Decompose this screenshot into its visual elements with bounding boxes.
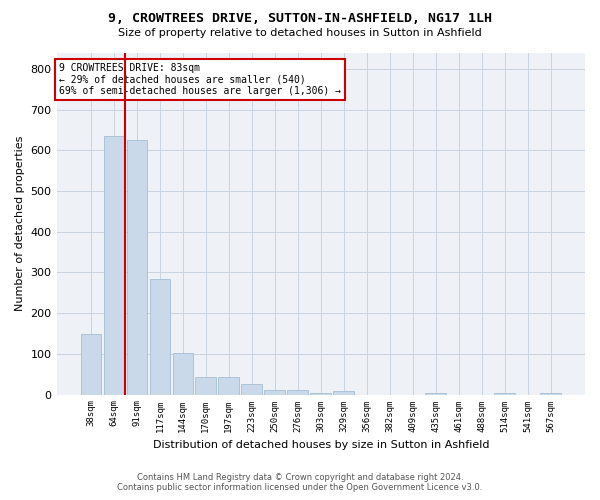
Bar xyxy=(494,392,515,394)
Bar xyxy=(287,390,308,394)
Bar xyxy=(127,140,147,394)
Text: Contains HM Land Registry data © Crown copyright and database right 2024.
Contai: Contains HM Land Registry data © Crown c… xyxy=(118,473,482,492)
Bar xyxy=(540,392,561,394)
Bar xyxy=(265,390,285,394)
Bar xyxy=(149,278,170,394)
Text: 9, CROWTREES DRIVE, SUTTON-IN-ASHFIELD, NG17 1LH: 9, CROWTREES DRIVE, SUTTON-IN-ASHFIELD, … xyxy=(108,12,492,26)
Bar xyxy=(196,377,216,394)
X-axis label: Distribution of detached houses by size in Sutton in Ashfield: Distribution of detached houses by size … xyxy=(152,440,489,450)
Bar xyxy=(425,392,446,394)
Y-axis label: Number of detached properties: Number of detached properties xyxy=(15,136,25,311)
Bar xyxy=(241,384,262,394)
Bar xyxy=(80,334,101,394)
Bar xyxy=(218,377,239,394)
Bar xyxy=(173,353,193,395)
Bar xyxy=(104,136,124,394)
Bar xyxy=(310,392,331,394)
Bar xyxy=(334,392,354,394)
Text: 9 CROWTREES DRIVE: 83sqm
← 29% of detached houses are smaller (540)
69% of semi-: 9 CROWTREES DRIVE: 83sqm ← 29% of detach… xyxy=(59,63,341,96)
Text: Size of property relative to detached houses in Sutton in Ashfield: Size of property relative to detached ho… xyxy=(118,28,482,38)
